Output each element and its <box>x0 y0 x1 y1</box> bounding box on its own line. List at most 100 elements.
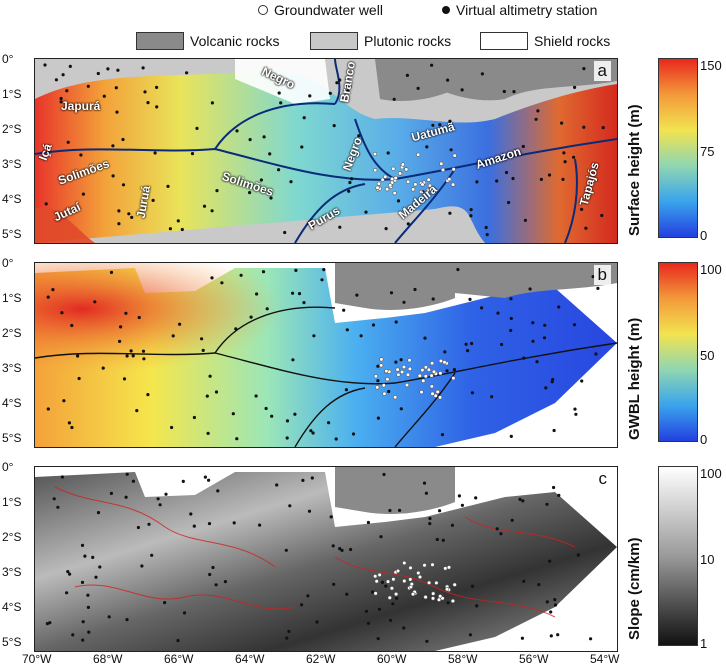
altimetry-station-marker <box>287 629 291 633</box>
altimetry-station-marker <box>142 357 146 361</box>
altimetry-station-marker <box>231 412 235 416</box>
altimetry-station-marker <box>422 481 427 485</box>
altimetry-station-marker <box>507 200 511 205</box>
groundwater-well-marker <box>400 162 406 167</box>
altimetry-station-marker <box>178 322 182 326</box>
altimetry-station-marker <box>67 421 71 425</box>
altimetry-station-marker <box>572 323 577 327</box>
altimetry-station-marker <box>553 598 557 602</box>
groundwater-well-marker <box>388 183 393 188</box>
lat-label: 5°S <box>2 227 22 241</box>
altimetry-station-marker <box>589 637 593 641</box>
altimetry-station-marker <box>210 276 214 280</box>
altimetry-station-marker <box>371 590 375 594</box>
colorbar-surface-height <box>658 58 698 238</box>
altimetry-station-marker <box>438 509 442 513</box>
plutonic-swatch <box>310 32 358 50</box>
altimetry-station-marker <box>76 354 80 358</box>
altimetry-station-marker <box>255 292 259 296</box>
altimetry-station-marker <box>396 199 401 203</box>
altimetry-station-marker <box>359 334 363 338</box>
groundwater-well-marker <box>447 177 452 182</box>
groundwater-well-marker <box>404 167 409 172</box>
altimetry-station-marker <box>190 152 195 156</box>
lon-label: 68°W <box>93 652 123 666</box>
altimetry-station-marker <box>309 429 313 433</box>
altimetry-station-marker <box>399 358 403 362</box>
altimetry-station-marker <box>338 78 342 82</box>
altimetry-station-marker <box>391 602 395 606</box>
lat-label: 0° <box>2 460 14 474</box>
altimetry-station-marker <box>96 511 101 515</box>
altimetry-station-marker <box>155 85 159 89</box>
altimetry-station-marker <box>151 198 155 202</box>
altimetry-station-marker <box>214 390 219 394</box>
altimetry-station-marker <box>510 518 514 522</box>
altimetry-station-marker <box>48 621 52 625</box>
groundwater-well-marker <box>410 591 416 597</box>
altimetry-station-marker <box>207 522 212 526</box>
altimetry-station-marker <box>214 583 218 587</box>
altimetry-station-marker <box>382 472 386 477</box>
altimetry-station-marker <box>452 368 456 372</box>
altimetry-station-marker <box>259 178 263 182</box>
altimetry-station-marker <box>311 224 315 228</box>
altimetry-station-marker <box>364 210 368 214</box>
altimetry-station-marker <box>395 596 399 600</box>
altimetry-station-marker <box>518 497 522 501</box>
altimetry-station-marker <box>531 321 535 325</box>
groundwater-well-marker <box>385 579 391 584</box>
colorbar-b-title: GWBL height (m) <box>626 317 643 440</box>
groundwater-well-marker <box>431 369 437 374</box>
altimetry-station-marker <box>249 315 253 319</box>
altimetry-station-marker <box>561 177 565 181</box>
altimetry-station-marker <box>308 94 312 98</box>
groundwater-well-marker <box>385 377 390 382</box>
altimetry-station-marker <box>394 320 398 324</box>
altimetry-station-marker <box>284 548 288 552</box>
altimetry-station-marker <box>168 227 172 231</box>
altimetry-station-marker <box>306 594 310 598</box>
altimetry-station-marker <box>70 425 74 430</box>
groundwater-well-marker <box>385 187 390 192</box>
altimetry-station-marker <box>208 572 212 577</box>
lon-label: 66°W <box>164 652 194 666</box>
groundwater-well-marker <box>443 566 448 571</box>
groundwater-well-marker <box>421 378 426 383</box>
altimetry-station-marker <box>338 225 342 229</box>
groundwater-well-marker <box>445 587 450 592</box>
groundwater-well-marker <box>387 595 392 600</box>
altimetry-station-marker <box>509 316 513 321</box>
altimetry-station-marker <box>130 215 134 219</box>
altimetry-station-marker <box>262 135 266 139</box>
altimetry-station-marker <box>543 323 547 327</box>
groundwater-well-marker <box>389 586 395 591</box>
altimetry-station-marker <box>125 472 129 476</box>
groundwater-well-marker <box>375 185 380 190</box>
groundwater-well-marker <box>390 176 395 182</box>
altimetry-station-marker <box>127 212 131 216</box>
altimetry-station-marker <box>248 138 252 142</box>
lon-label: 54°W <box>590 652 620 666</box>
altimetry-station-marker <box>195 126 199 130</box>
altimetry-station-marker <box>402 626 406 630</box>
panel-a-label: a <box>593 61 611 81</box>
altimetry-station-marker <box>86 605 90 609</box>
panel-c-slope-map: c <box>34 466 618 652</box>
altimetry-station-marker <box>377 607 382 611</box>
altimetry-station-marker <box>66 140 70 144</box>
lat-label: 4°S <box>2 600 22 614</box>
lat-label: 3°S <box>2 157 22 171</box>
altimetry-station-marker <box>445 369 449 373</box>
altimetry-station-marker <box>556 633 560 637</box>
altimetry-station-marker <box>258 523 262 527</box>
altimetry-station-marker <box>495 179 499 183</box>
altimetry-station-marker <box>119 325 123 329</box>
altimetry-station-marker <box>131 354 135 358</box>
altimetry-station-marker <box>300 603 304 607</box>
altimetry-station-marker <box>389 618 393 622</box>
altimetry-station-marker <box>340 548 344 552</box>
altimetry-station-marker <box>285 636 289 640</box>
altimetry-station-marker <box>202 204 207 208</box>
altimetry-station-marker <box>355 293 359 297</box>
